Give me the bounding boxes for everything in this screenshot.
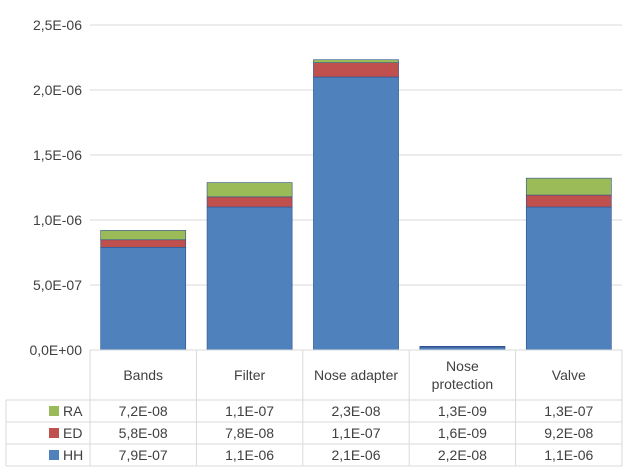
category-label: Nose adapter: [314, 367, 398, 383]
data-label: 1,1E-07: [225, 403, 274, 419]
bar-ed: [100, 239, 187, 248]
data-label: 7,2E-08: [119, 403, 168, 419]
y-tick-label: 1,5E-06: [33, 147, 82, 163]
y-tick-label: 1,0E-06: [33, 212, 82, 228]
bar-ra: [100, 230, 187, 241]
y-tick-label: 2,0E-06: [33, 82, 82, 98]
y-tick-label: 0,0E+00: [29, 342, 82, 358]
bars: [100, 59, 612, 351]
category-label: Filter: [234, 367, 265, 383]
data-table: Bands Filter Nose adapter Nose protection Val…: [5, 349, 623, 467]
category-label: protection: [432, 376, 493, 392]
data-label: 2,2E-08: [438, 447, 487, 463]
data-label: 1,3E-09: [438, 403, 487, 419]
legend-key-ed: [49, 428, 59, 438]
data-label: 5,8E-08: [119, 425, 168, 441]
data-label: 2,3E-08: [331, 403, 380, 419]
legend-label: HH: [63, 447, 83, 463]
y-axis-tick-labels: 0,0E+00 5,0E-07 1,0E-06 1,5E-06 2,0E-06 2,5E-…: [29, 17, 82, 358]
data-label: 7,9E-07: [119, 447, 168, 463]
bar-ra: [419, 346, 506, 348]
legend-label: RA: [63, 403, 83, 419]
bar-hh: [206, 206, 293, 351]
bar-ed: [525, 194, 612, 208]
category-label: Valve: [552, 367, 586, 383]
category-label: Bands: [123, 367, 163, 383]
data-label: 2,1E-06: [331, 447, 380, 463]
data-label: 7,8E-08: [225, 425, 274, 441]
bar-hh: [313, 76, 399, 351]
bar-ed: [206, 196, 293, 208]
legend-label: ED: [63, 425, 82, 441]
y-tick-label: 5,0E-07: [33, 277, 82, 293]
bar-hh: [100, 247, 187, 351]
data-label: 1,1E-06: [225, 447, 274, 463]
data-label: 1,1E-06: [544, 447, 593, 463]
data-label: 1,6E-09: [438, 425, 487, 441]
category-label: Nose: [446, 358, 479, 374]
data-label: 1,3E-07: [544, 403, 593, 419]
bar-hh: [525, 206, 612, 351]
legend-key-ra: [49, 406, 59, 416]
data-label: 1,1E-07: [331, 425, 380, 441]
y-tick-label: 2,5E-06: [33, 17, 82, 33]
bar-ra: [313, 59, 399, 63]
legend-key-hh: [49, 450, 59, 460]
bar-ra: [525, 177, 612, 196]
data-label: 9,2E-08: [544, 425, 593, 441]
bar-ra: [206, 182, 293, 198]
bar-ed: [313, 62, 399, 78]
